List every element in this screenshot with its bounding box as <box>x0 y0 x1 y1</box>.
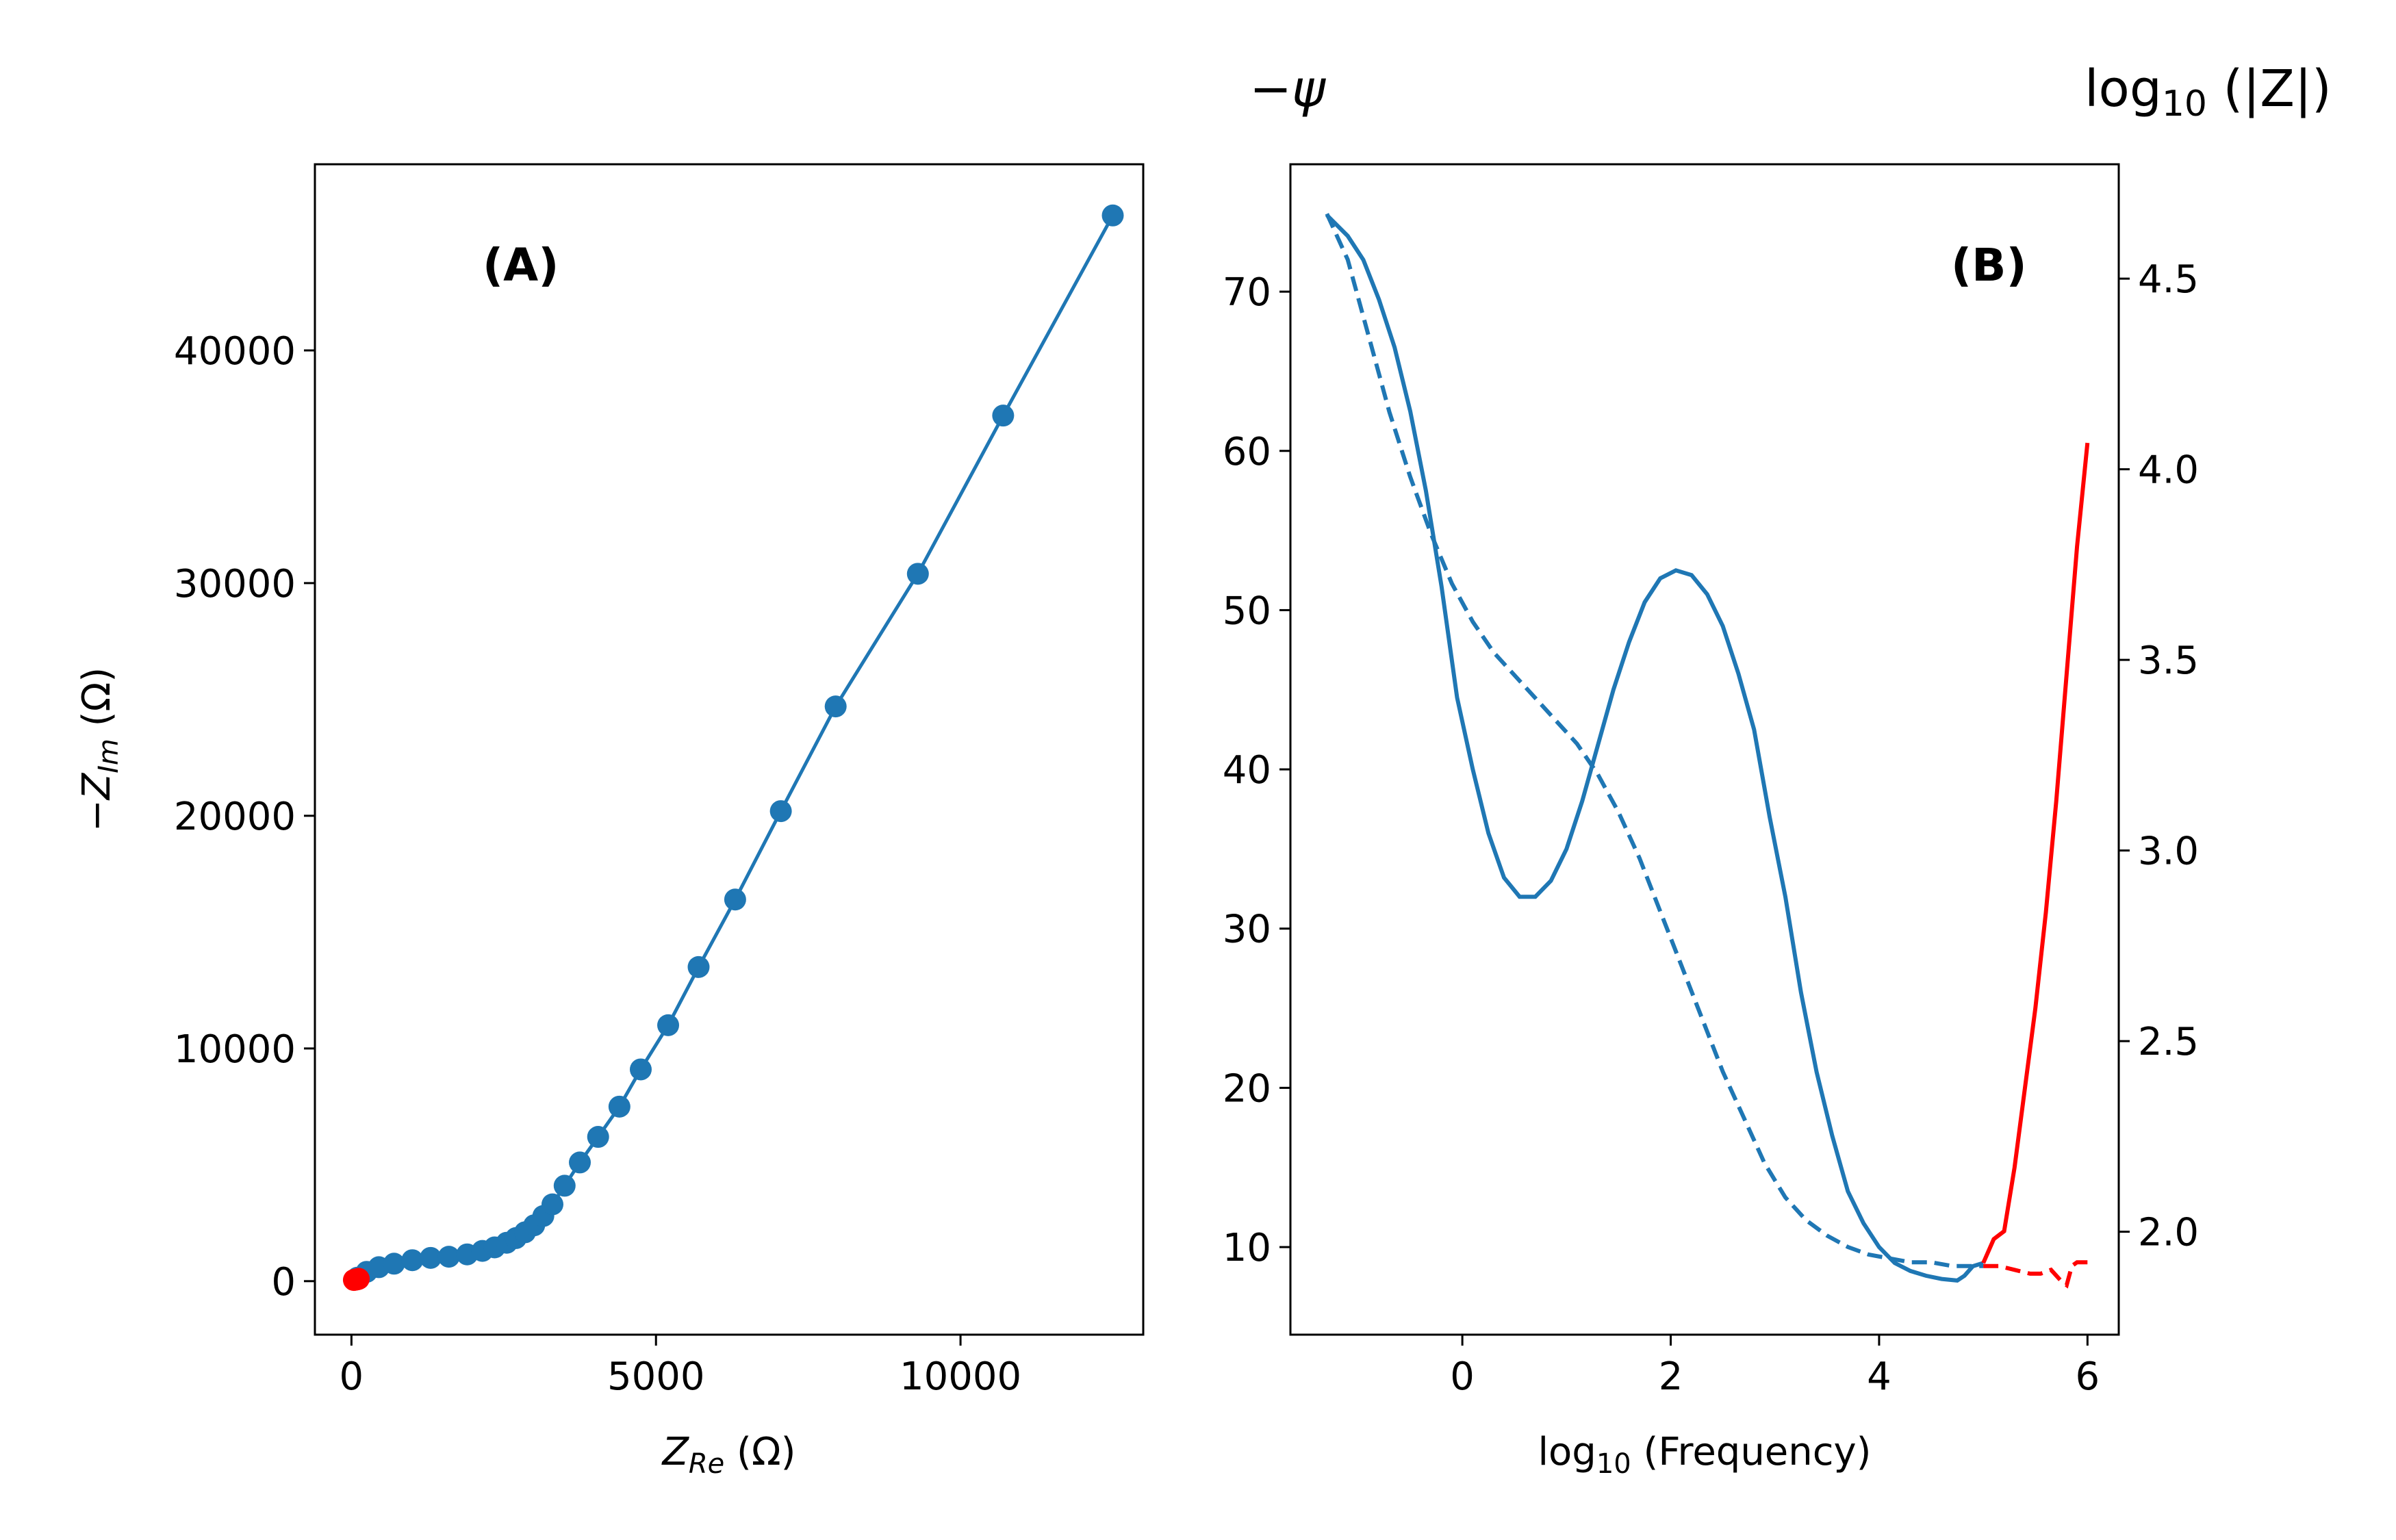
data-point <box>992 405 1015 427</box>
y2-tick-label: 2.0 <box>2138 1211 2199 1255</box>
panel-b-x-axis-label-sub: 10 <box>1596 1448 1631 1480</box>
panel-a-frame <box>314 163 1145 1336</box>
panel-a-y-axis-label-main: −Z <box>75 772 119 832</box>
panel-b-series <box>1325 213 2090 1289</box>
panel-a-x-axis-label-sub: Re <box>689 1448 724 1480</box>
panel-a-series <box>342 204 1124 1292</box>
x-tick-label: 6 <box>2076 1355 2100 1399</box>
x-tick-label: 4 <box>1867 1355 1891 1399</box>
y-tick-label: 30 <box>1223 908 1271 952</box>
panel-b-left-axis-title: −ψ <box>1249 60 1326 118</box>
y-tick-label: 40 <box>1223 748 1271 793</box>
y2-tick-label: 3.0 <box>2138 830 2199 874</box>
y-tick-label: 10000 <box>174 1027 296 1072</box>
y2-tick-label: 4.0 <box>2138 448 2199 493</box>
data-point <box>553 1175 576 1197</box>
data-point <box>724 888 746 911</box>
x-tick-label: 0 <box>340 1355 364 1399</box>
panel-a-y-axis-label: −ZIm (Ω) <box>75 667 125 832</box>
x-tick-label: 10000 <box>900 1355 1021 1399</box>
data-point <box>687 955 710 978</box>
x-tick-label: 0 <box>1450 1355 1475 1399</box>
panel-b-right-y-ticks: 2.0 2.5 3.0 3.5 4.0 4.5 <box>2119 257 2199 1255</box>
y2-tick-label: 2.5 <box>2138 1020 2199 1064</box>
x-tick-label: 5000 <box>607 1355 705 1399</box>
panel-b: 0 2 4 6 10 20 30 40 50 60 70 2.0 2.5 3.0 3.5 4.0 4.5 (… <box>1223 60 2332 1480</box>
panel-a-x-axis-label-main: Z <box>661 1430 689 1474</box>
y-tick-label: 0 <box>271 1260 296 1305</box>
data-point <box>420 1246 442 1269</box>
series-line-dashed <box>1983 1260 2088 1289</box>
y2-tick-label: 4.5 <box>2138 257 2199 302</box>
panel-a-x-axis-label-unit: (Ω) <box>724 1430 795 1474</box>
y-tick-label: 20 <box>1223 1066 1271 1111</box>
y-tick-label: 40000 <box>174 329 296 374</box>
panel-a-x-axis-label: ZRe (Ω) <box>661 1430 795 1480</box>
panel-a-y-axis-label-sub: Im <box>93 739 125 773</box>
data-point <box>587 1126 609 1148</box>
y-tick-label: 20000 <box>174 795 296 839</box>
y2-tick-label: 3.5 <box>2138 639 2199 683</box>
panel-b-right-axis-title-rest: (|Z|) <box>2207 60 2332 118</box>
data-point <box>769 800 792 823</box>
series-line <box>356 214 1114 1279</box>
data-point <box>383 1253 405 1275</box>
series-line-solid <box>1325 214 1984 1283</box>
panel-a-y-ticks: 0 10000 20000 30000 40000 <box>174 329 315 1305</box>
data-point <box>657 1014 680 1036</box>
data-point <box>541 1193 563 1216</box>
panel-b-right-axis-title-main: log <box>2085 60 2162 118</box>
panel-b-x-axis-label-rest: (Frequency) <box>1631 1430 1872 1474</box>
y-tick-label: 30000 <box>174 562 296 606</box>
data-point <box>629 1058 652 1081</box>
panel-b-right-axis-title: log10 (|Z|) <box>2085 60 2332 125</box>
data-point <box>906 563 929 585</box>
y-tick-label: 50 <box>1223 589 1271 633</box>
series-line-dashed <box>1325 213 1984 1268</box>
y-tick-label: 70 <box>1223 270 1271 315</box>
x-tick-label: 2 <box>1659 1355 1683 1399</box>
data-point <box>348 1268 370 1290</box>
panel-a-x-ticks: 0 5000 10000 <box>340 1335 1021 1399</box>
y-tick-label: 10 <box>1223 1226 1271 1270</box>
panel-b-frame <box>1289 163 2120 1336</box>
y-tick-label: 60 <box>1223 430 1271 474</box>
panel-b-x-axis-label-main: log <box>1538 1430 1596 1474</box>
data-point <box>401 1249 424 1272</box>
panel-b-left-y-ticks: 10 20 30 40 50 60 70 <box>1223 270 1290 1270</box>
panel-b-x-axis-label: log10 (Frequency) <box>1538 1430 1871 1480</box>
panel-a-y-axis-label-unit: (Ω) <box>75 667 119 739</box>
data-point <box>437 1246 460 1268</box>
data-point <box>824 695 847 718</box>
panel-b-x-ticks: 0 2 4 6 <box>1450 1335 2100 1399</box>
panel-a: 0 5000 10000 0 10000 20000 30000 40000 (A) ZRe… <box>75 163 1145 1480</box>
series-line-solid <box>1981 442 2090 1264</box>
data-point <box>569 1151 591 1174</box>
panel-b-label: (B) <box>1951 239 2027 292</box>
panel-b-right-axis-title-sub: 10 <box>2162 84 2207 125</box>
data-point <box>1101 204 1124 227</box>
panel-a-label: (A) <box>483 239 559 292</box>
data-point <box>608 1095 630 1118</box>
